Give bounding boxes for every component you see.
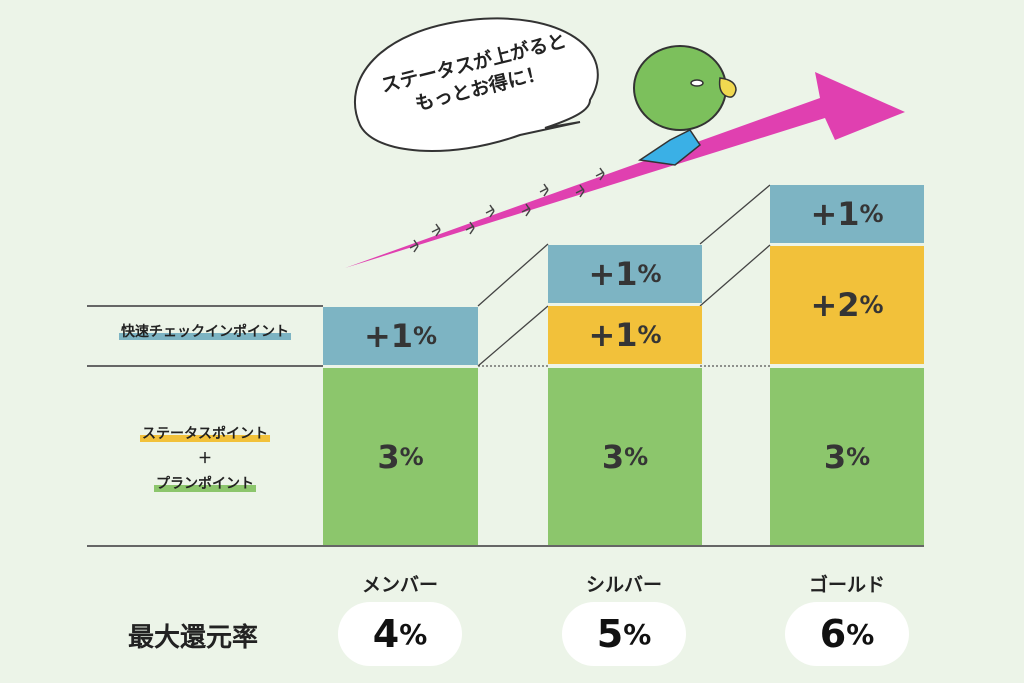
tier-label-gold: ゴールド: [808, 574, 885, 596]
member-max-rate: 4%: [338, 602, 462, 666]
row-label-express-checkin: 快速チェックインポイント: [119, 324, 291, 340]
divider-top: [87, 305, 323, 307]
member-base-segment: 3%: [323, 368, 478, 545]
gold-max-rate: 6%: [785, 602, 909, 666]
tier-label-member: メンバー: [361, 574, 438, 596]
speech-bubble: [354, 17, 599, 153]
silver-status-segment: +1%: [548, 306, 702, 364]
divider-middle: [87, 365, 323, 367]
silver-express-segment: +1%: [548, 245, 702, 303]
row-label-base-points: ステータスポイント ＋ プランポイント: [140, 426, 270, 492]
tier-label-silver: シルバー: [585, 574, 662, 596]
bird-mascot-icon: [633, 45, 737, 166]
member-express-segment: +1%: [323, 307, 478, 365]
gold-express-segment: +1%: [770, 185, 924, 243]
chart-baseline: [87, 545, 924, 547]
gold-status-segment: +2%: [770, 246, 924, 364]
max-rate-label: 最大還元率: [128, 623, 259, 653]
gold-base-segment: 3%: [770, 368, 924, 545]
silver-max-rate: 5%: [562, 602, 686, 666]
silver-base-segment: 3%: [548, 368, 702, 545]
